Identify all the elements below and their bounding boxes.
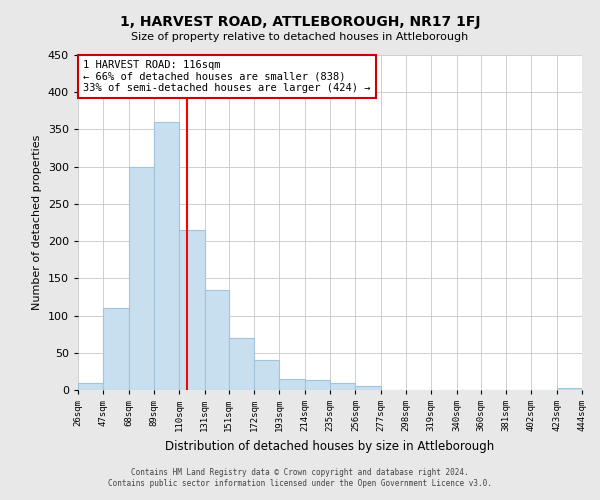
Y-axis label: Number of detached properties: Number of detached properties bbox=[32, 135, 42, 310]
Bar bbox=[330, 382, 355, 390]
Bar bbox=[128, 166, 154, 390]
Bar bbox=[179, 230, 205, 390]
Bar bbox=[154, 122, 179, 390]
Bar bbox=[78, 382, 103, 390]
Bar bbox=[205, 290, 229, 390]
Bar bbox=[103, 308, 128, 390]
Text: Contains HM Land Registry data © Crown copyright and database right 2024.
Contai: Contains HM Land Registry data © Crown c… bbox=[108, 468, 492, 487]
Text: 1 HARVEST ROAD: 116sqm
← 66% of detached houses are smaller (838)
33% of semi-de: 1 HARVEST ROAD: 116sqm ← 66% of detached… bbox=[83, 60, 371, 93]
Bar bbox=[557, 388, 582, 390]
Bar bbox=[280, 379, 305, 390]
Text: Size of property relative to detached houses in Attleborough: Size of property relative to detached ho… bbox=[131, 32, 469, 42]
X-axis label: Distribution of detached houses by size in Attleborough: Distribution of detached houses by size … bbox=[166, 440, 494, 452]
Bar bbox=[229, 338, 254, 390]
Bar bbox=[355, 386, 380, 390]
Text: 1, HARVEST ROAD, ATTLEBOROUGH, NR17 1FJ: 1, HARVEST ROAD, ATTLEBOROUGH, NR17 1FJ bbox=[120, 15, 480, 29]
Bar bbox=[254, 360, 280, 390]
Bar bbox=[305, 380, 330, 390]
